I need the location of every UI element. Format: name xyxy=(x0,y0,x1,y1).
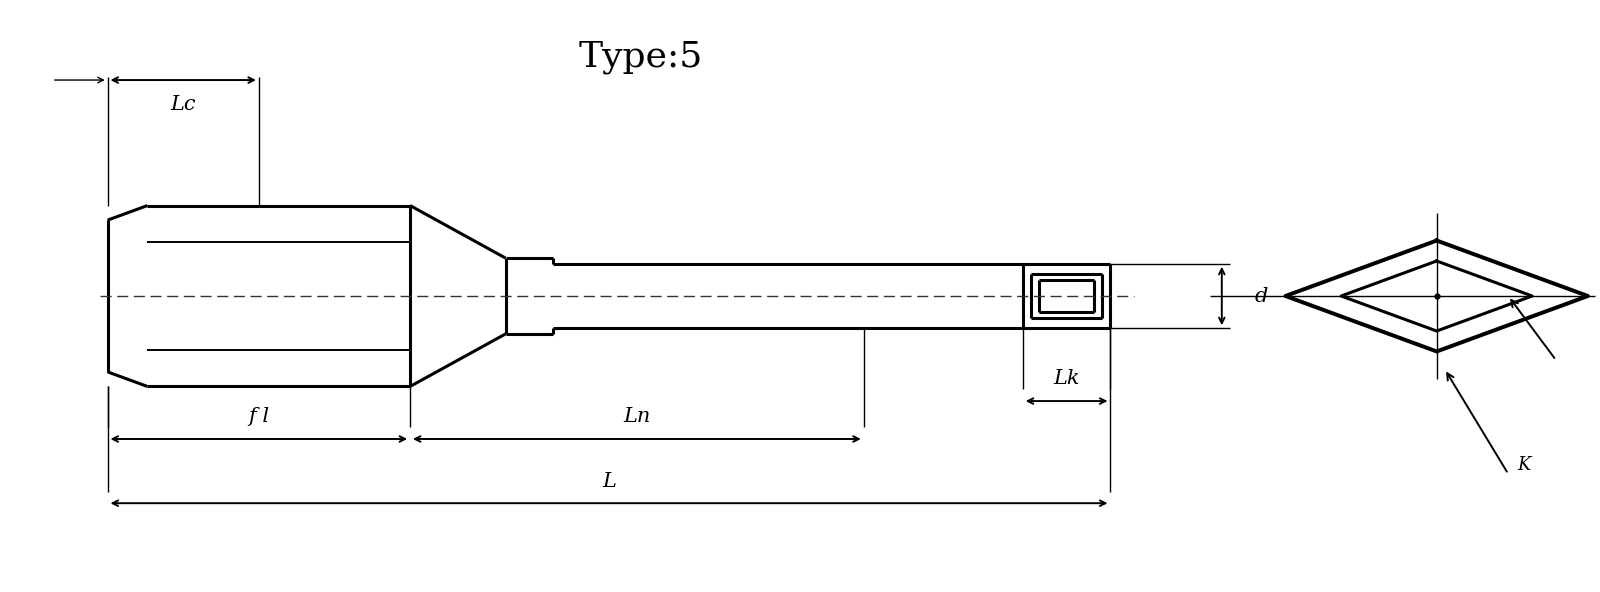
Text: d: d xyxy=(1254,287,1269,305)
Text: Lc: Lc xyxy=(171,95,197,114)
Text: L: L xyxy=(602,471,616,491)
Text: Type:5: Type:5 xyxy=(579,40,702,73)
Text: f l: f l xyxy=(248,407,269,426)
Text: Lk: Lk xyxy=(1053,369,1080,388)
Text: Ln: Ln xyxy=(622,407,651,426)
Text: K: K xyxy=(1517,456,1531,474)
